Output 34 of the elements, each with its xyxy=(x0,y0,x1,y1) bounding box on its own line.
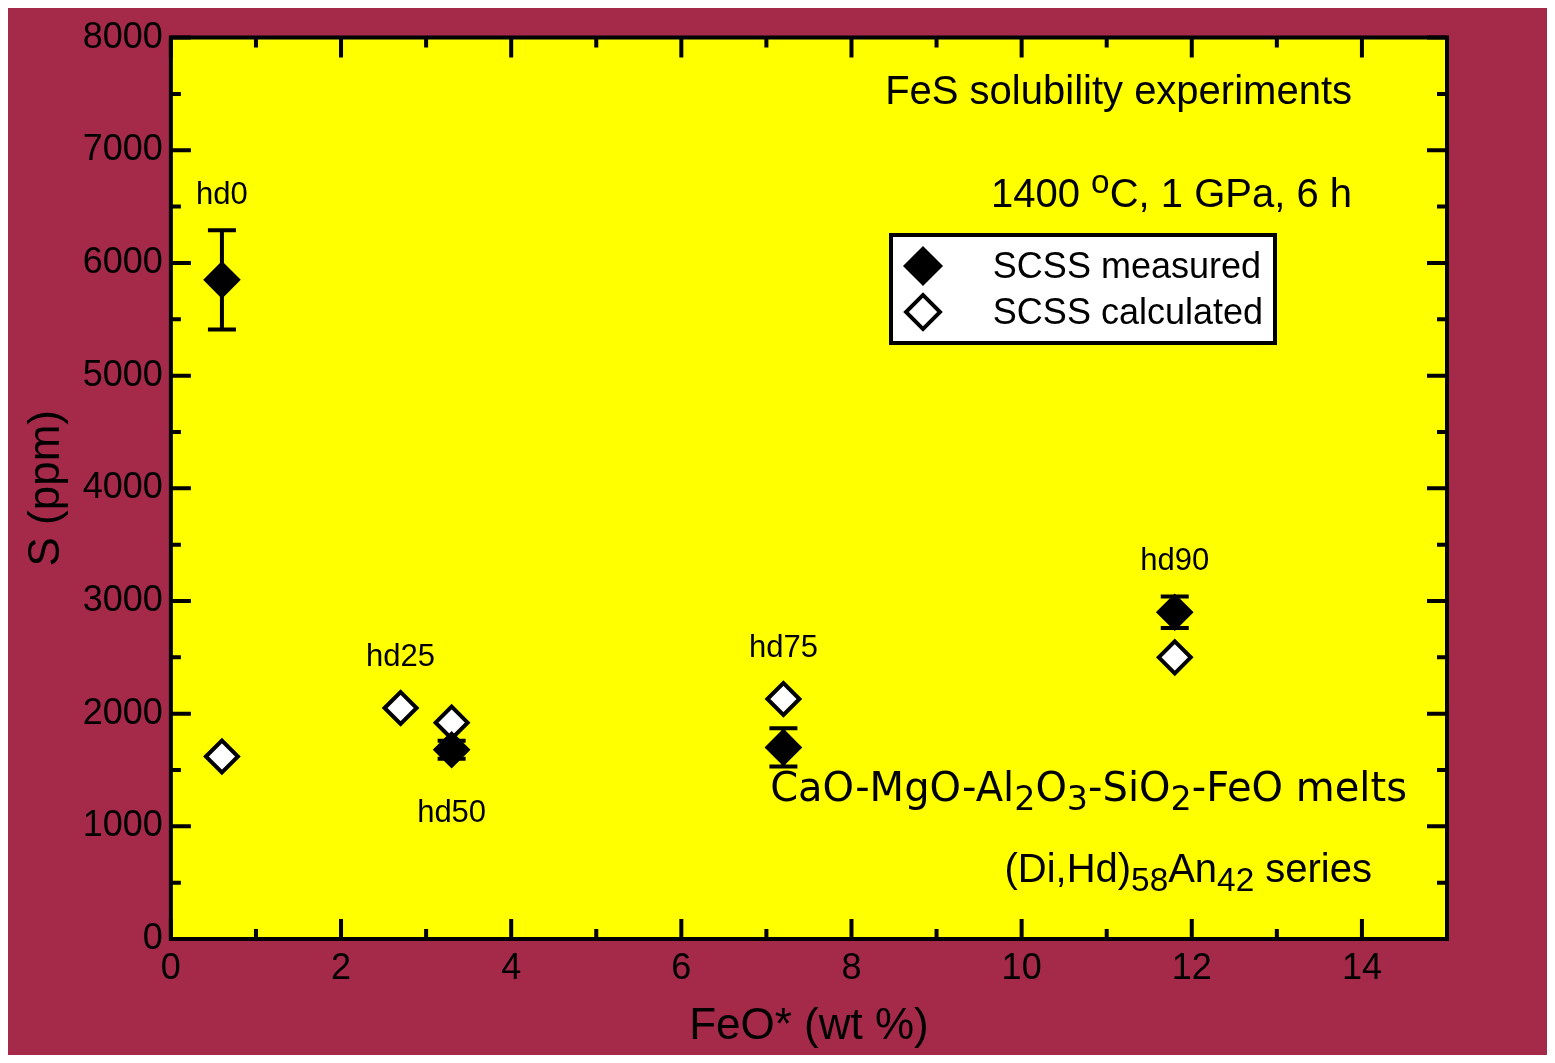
y-tick-label: 8000 xyxy=(82,14,163,56)
annotation: hd90 xyxy=(1140,542,1210,579)
annotation: CaO-MgO-Al$_{2}$O$_{3}$-SiO$_{2}$-FeO melts xyxy=(770,764,1407,818)
y-tick-label: 3000 xyxy=(82,577,163,619)
x-tick-label: 4 xyxy=(501,945,522,987)
y-tick-label: 4000 xyxy=(82,465,163,507)
x-tick-label: 8 xyxy=(841,945,862,987)
x-tick-label: 2 xyxy=(331,945,352,987)
legend-label: SCSS calculated xyxy=(992,290,1263,333)
x-tick-label: 14 xyxy=(1341,945,1382,987)
point xyxy=(1156,639,1193,676)
y-tick-label: 6000 xyxy=(82,239,163,281)
y-axis-title: S (ppm) xyxy=(18,410,68,567)
x-tick-label: 10 xyxy=(1001,945,1042,987)
x-tick-label: 6 xyxy=(671,945,692,987)
annotation: FeS solubility experiments xyxy=(885,67,1352,113)
y-tick-label: 2000 xyxy=(82,690,163,732)
y-tick-label: 0 xyxy=(142,915,163,957)
annotation: hd75 xyxy=(748,629,818,665)
legend-label: SCSS measured xyxy=(992,244,1261,287)
annotation: hd0 xyxy=(196,176,248,213)
point xyxy=(765,681,802,717)
annotation: hd50 xyxy=(417,793,487,830)
point xyxy=(203,738,240,775)
y-tick-label: 5000 xyxy=(82,352,163,394)
point xyxy=(203,261,240,298)
y-tick-label: 7000 xyxy=(82,127,163,169)
point xyxy=(382,690,419,727)
annotation: 1400 $^{o}$C, 1 GPa, 6 h xyxy=(991,162,1352,216)
annotation: (Di,Hd)$_{58}$An$_{42}$ series xyxy=(1004,846,1372,899)
x-tick-label: 12 xyxy=(1171,945,1212,987)
x-axis-title: FeO* (wt %) xyxy=(689,998,929,1048)
y-tick-label: 1000 xyxy=(82,803,163,845)
annotation: hd25 xyxy=(366,638,436,675)
